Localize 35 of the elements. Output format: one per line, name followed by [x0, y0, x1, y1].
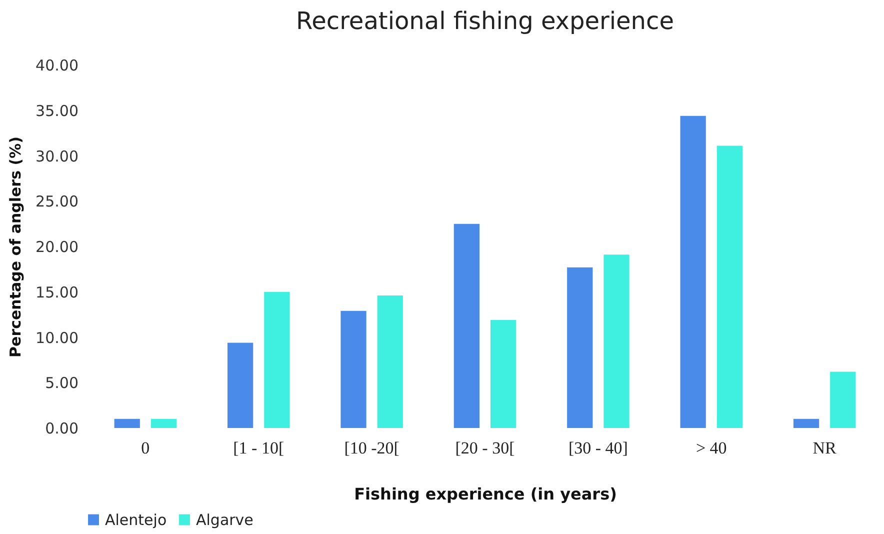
x-tick-label: NR [812, 438, 838, 458]
y-tick-label: 35.00 [36, 102, 78, 120]
y-tick-label: 0.00 [45, 420, 78, 438]
legend-label: Alentejo [105, 510, 167, 529]
y-tick-label: 20.00 [36, 238, 78, 256]
x-tick-label: [10 -20[ [344, 438, 400, 458]
x-tick-label: 0 [141, 438, 150, 458]
x-tick-label: [1 - 10[ [233, 438, 284, 458]
y-tick-label: 40.00 [36, 56, 78, 74]
bar [454, 224, 480, 428]
x-tick-label: [20 - 30[ [455, 438, 516, 458]
bar [114, 418, 140, 428]
bar [716, 146, 743, 428]
bar [264, 292, 290, 428]
bar [490, 320, 516, 428]
bar [680, 116, 706, 428]
y-tick-label: 5.00 [45, 374, 78, 392]
bar [377, 296, 403, 428]
bar [604, 254, 630, 428]
bar [227, 342, 254, 428]
y-tick-label: 30.00 [36, 147, 78, 166]
x-tick-label: [30 - 40] [568, 438, 628, 458]
bar [830, 372, 856, 428]
y-tick-label: 15.00 [36, 283, 78, 302]
bar [793, 418, 820, 428]
y-tick-label: 25.00 [36, 192, 78, 211]
legend-label: Algarve [196, 510, 254, 529]
y-axis-title: Percentage of anglers (%) [6, 136, 25, 358]
y-tick-label: 10.00 [36, 328, 78, 347]
bar [150, 418, 177, 428]
bar [340, 310, 366, 428]
bar [567, 267, 593, 428]
x-axis-title: Fishing experience (in years) [354, 484, 617, 504]
x-tick-label: > 40 [696, 438, 727, 458]
chart-title: Recreational fishing experience [296, 7, 674, 35]
